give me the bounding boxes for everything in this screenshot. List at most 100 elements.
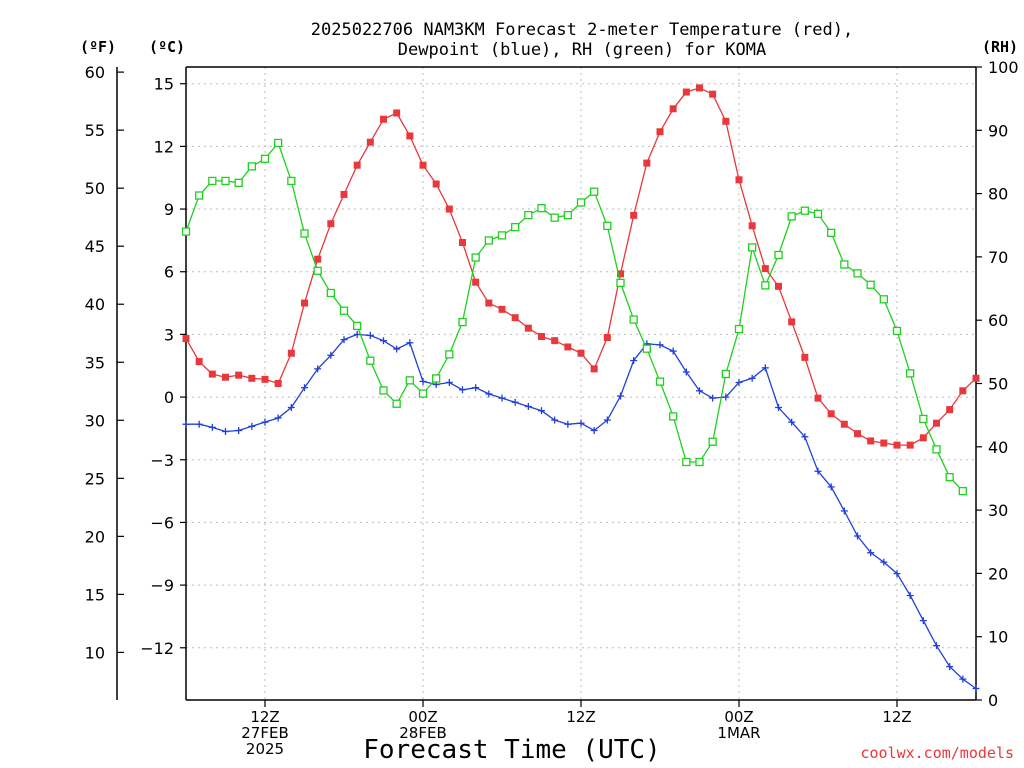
dewpoint-point — [801, 433, 809, 441]
fahrenheit-tick-label: 35 — [85, 353, 105, 372]
x-tick-label: 00Z — [724, 708, 753, 726]
rh-point — [734, 324, 744, 334]
series-temperature — [182, 84, 980, 449]
celsius-tick-label: 0 — [164, 388, 174, 407]
temperature-point — [946, 406, 954, 414]
rh-point — [247, 162, 256, 171]
rh-point — [497, 231, 507, 240]
dewpoint-point — [814, 467, 822, 475]
dewpoint-point — [274, 414, 282, 422]
x-tick-label: 00Z — [408, 708, 437, 726]
dewpoint-point — [208, 423, 216, 431]
dewpoint-point — [301, 384, 308, 392]
rh-point — [866, 280, 875, 289]
dewpoint-point — [353, 330, 361, 338]
dewpoint-point — [709, 394, 717, 402]
rh-tick-label: 10 — [988, 628, 1008, 647]
dewpoint-point — [380, 337, 387, 345]
temperature-point — [459, 238, 466, 246]
dewpoint-point — [577, 419, 585, 427]
x-tick-label: 27FEB — [241, 724, 288, 742]
temperature-point — [669, 105, 677, 113]
series-dewpoint — [182, 330, 980, 693]
rh-point — [655, 377, 665, 386]
temperature-point — [801, 353, 809, 361]
rh-tick-label: 100 — [988, 58, 1019, 77]
fahrenheit-tick-label: 60 — [85, 63, 105, 82]
temperature-point — [880, 439, 888, 447]
temperature-point — [261, 375, 269, 383]
rh-point — [932, 445, 941, 454]
rh-point — [563, 210, 572, 220]
rh-tick-label: 30 — [988, 501, 1008, 520]
fahrenheit-tick-label: 10 — [85, 643, 105, 662]
rh-point — [392, 399, 401, 408]
temperature-point — [814, 394, 822, 402]
temperature-point — [933, 419, 940, 427]
dewpoint-point — [564, 420, 572, 428]
temperature-point — [590, 365, 598, 373]
rh-point — [326, 288, 335, 298]
dewpoint-point — [590, 427, 598, 435]
rh-point — [471, 253, 480, 262]
dewpoint-point — [906, 592, 914, 600]
dewpoint-point — [630, 357, 638, 365]
temperature-point — [840, 420, 848, 428]
temperature-point — [498, 305, 506, 313]
temperature-point — [472, 278, 480, 286]
rh-point — [853, 269, 862, 278]
dewpoint-point — [485, 390, 493, 398]
temperature-point — [538, 332, 545, 340]
rh-line — [185, 141, 964, 492]
dewpoint-point — [867, 549, 875, 557]
dewpoint-point — [788, 418, 796, 426]
temperature-point — [485, 299, 493, 307]
rh-point — [721, 369, 730, 379]
celsius-tick-label: 9 — [164, 200, 174, 219]
dewpoint-point — [682, 368, 690, 376]
dewpoint-point — [946, 663, 954, 671]
fahrenheit-tick-label: 45 — [85, 237, 105, 256]
temperature-point — [182, 335, 190, 343]
rh-point — [313, 266, 322, 275]
dewpoint-point — [919, 617, 927, 625]
rh-point — [445, 350, 454, 359]
rh-tick-label: 20 — [988, 564, 1008, 583]
title-line-1: 2025022706 NAM3KM Forecast 2-meter Tempe… — [311, 20, 853, 40]
temperature-point — [340, 190, 348, 198]
rh-tick-label: 0 — [988, 691, 998, 710]
dewpoint-point — [445, 378, 453, 386]
temperature-point — [432, 180, 440, 188]
dewpoint-point — [538, 407, 545, 415]
temperature-point — [735, 176, 743, 184]
x-tick-label: 1MAR — [717, 724, 760, 742]
temperature-point — [393, 109, 401, 117]
temperature-point — [893, 441, 901, 449]
temperature-point — [696, 84, 703, 92]
temperature-point — [630, 211, 638, 219]
rh-point — [208, 176, 217, 186]
temperature-point — [511, 314, 519, 322]
dewpoint-point — [524, 402, 532, 410]
dewpoint-point — [959, 675, 967, 683]
rh-point — [603, 221, 612, 231]
dewpoint-point — [511, 398, 519, 406]
site-credit: coolwx.com/models — [860, 744, 1014, 762]
dewpoint-point — [735, 378, 743, 386]
grid — [186, 67, 976, 700]
dewpoint-point — [551, 416, 559, 424]
dewpoint-point — [696, 387, 703, 395]
temperature-point — [748, 222, 756, 230]
dewpoint-point — [248, 422, 256, 430]
dewpoint-point — [498, 394, 506, 402]
celsius-tick-label: −3 — [150, 451, 174, 470]
dewpoint-point — [327, 351, 335, 359]
x-axis-title: Forecast Time (UTC) — [363, 735, 660, 765]
rh-point — [484, 236, 493, 245]
rh-point — [800, 206, 809, 215]
rh-point — [682, 457, 691, 467]
dewpoint-point — [195, 420, 203, 428]
rh-point — [221, 176, 230, 186]
